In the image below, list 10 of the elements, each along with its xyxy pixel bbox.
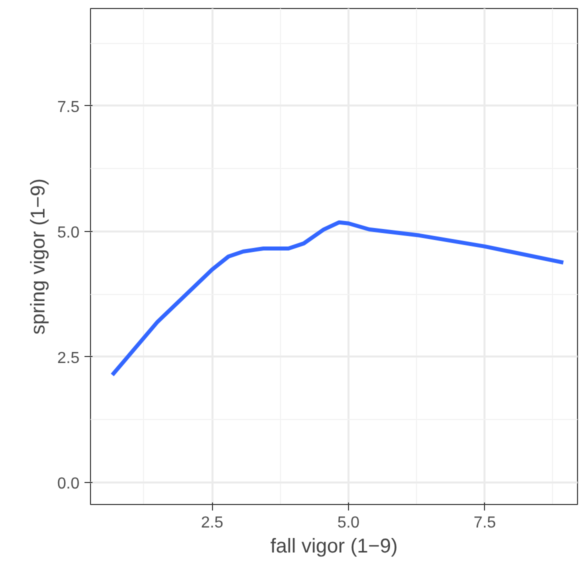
x-axis-title: fall vigor (1−9) (270, 536, 398, 558)
line-series (110, 220, 566, 377)
y-axis-title: spring vigor (1−9) (27, 178, 50, 335)
x-tick-label: 5.0 (337, 514, 360, 532)
x-tick-label: 2.5 (200, 514, 224, 532)
y-tick-label: 2.5 (57, 350, 80, 367)
y-tick-label: 0.0 (57, 475, 80, 492)
y-tick-label: 7.5 (57, 98, 80, 116)
y-tick-label: 5.0 (57, 224, 80, 242)
x-tick-label: 7.5 (474, 514, 496, 532)
